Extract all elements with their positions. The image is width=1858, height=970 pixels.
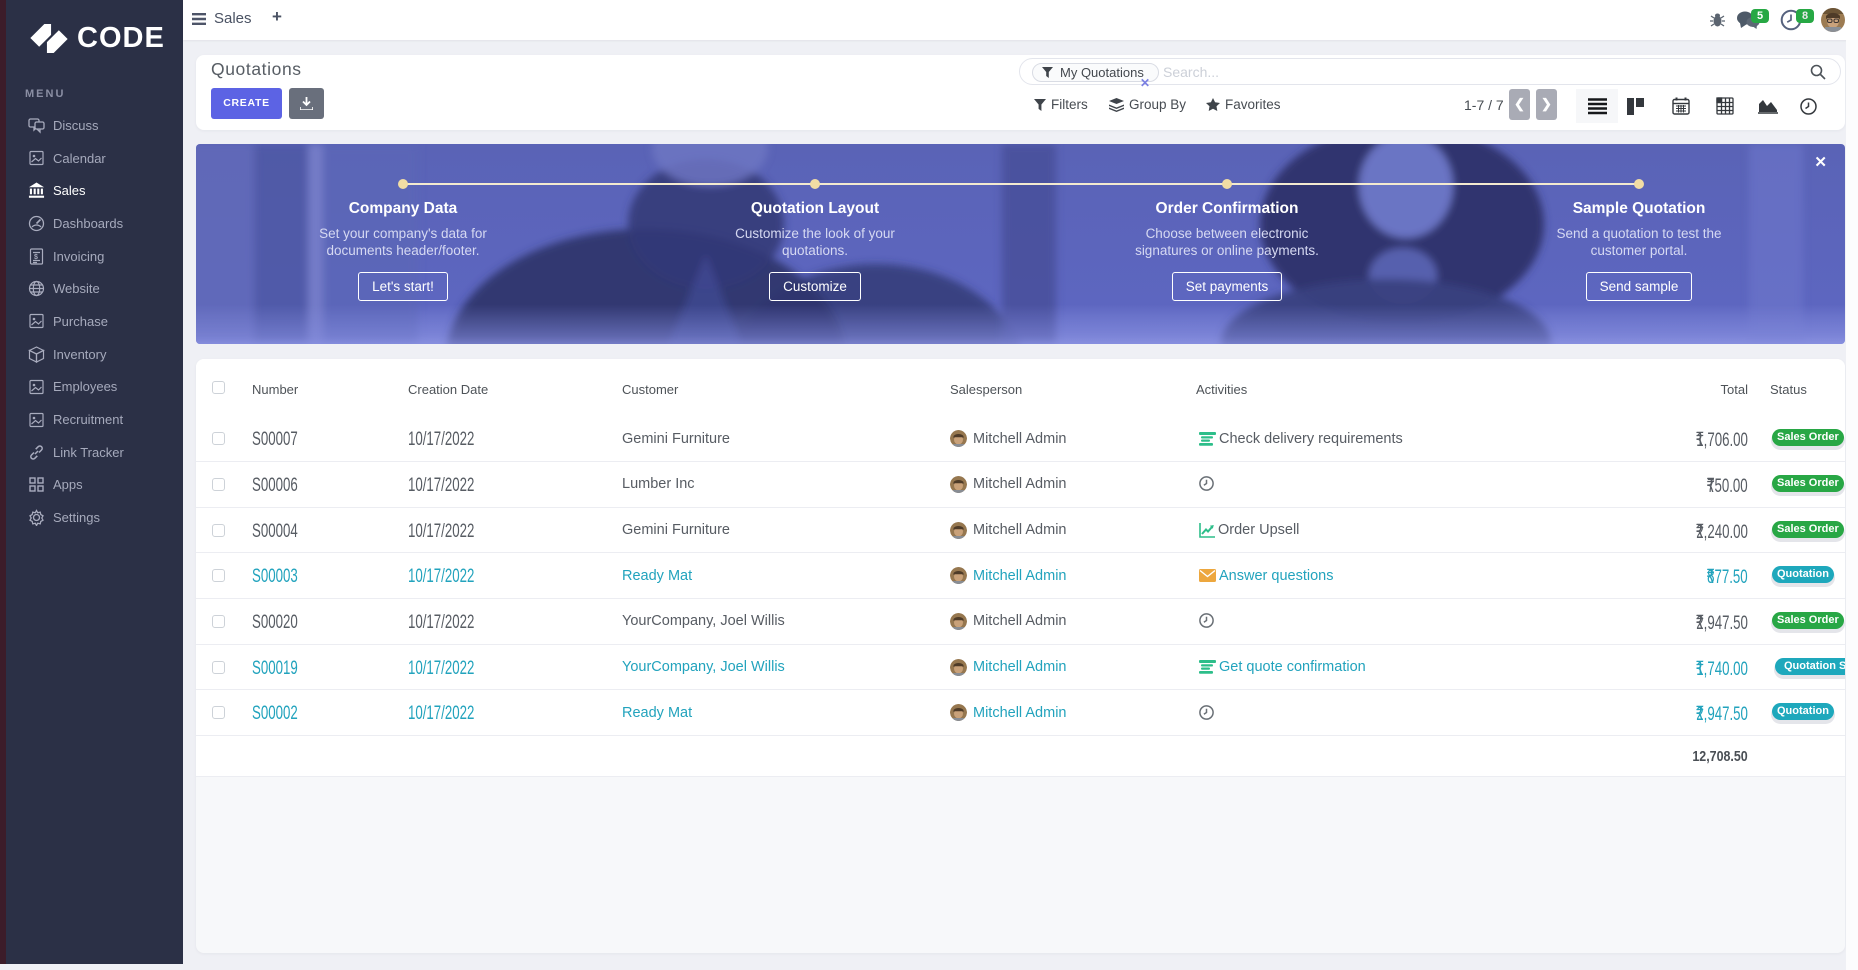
- svg-text:$: $: [34, 254, 38, 261]
